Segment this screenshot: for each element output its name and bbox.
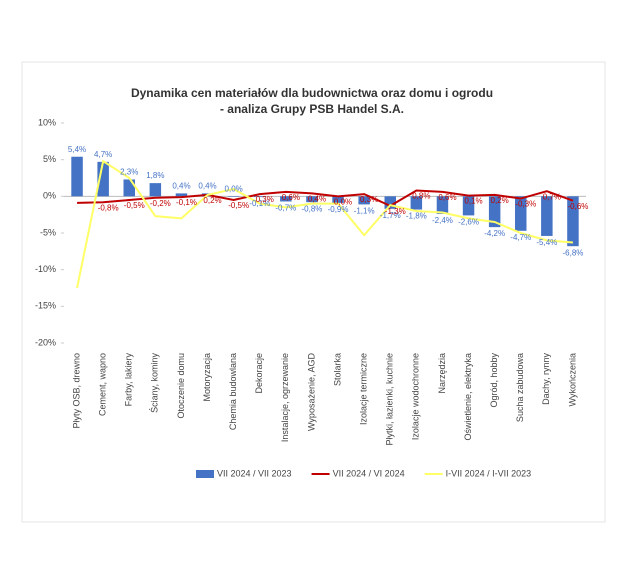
legend-label: VII 2024 / VI 2024 [333, 468, 405, 478]
data-label: -0,2% [150, 199, 171, 208]
y-tick-label: 0% [43, 191, 56, 201]
data-label: -1,1% [354, 207, 375, 216]
bar [71, 156, 83, 197]
data-label: -0,5% [228, 201, 249, 210]
y-tick-label: -20% [35, 337, 56, 347]
y-tick-label: 5% [43, 154, 56, 164]
bar [149, 183, 162, 197]
bar [410, 196, 423, 210]
data-label: 5,4% [68, 145, 86, 154]
data-label: -5,4% [536, 238, 557, 247]
data-label: -1,3% [385, 207, 406, 216]
data-label: -0,3% [515, 200, 536, 209]
y-tick-label: -10% [35, 264, 56, 274]
chart-subtitle: - analiza Grupy PSB Handel S.A. [220, 102, 404, 116]
bar [515, 196, 527, 231]
bar [567, 196, 579, 247]
data-label: 0,7% [543, 192, 561, 201]
bar [306, 196, 318, 203]
x-tick-label: Sucha zabudowa [515, 353, 525, 422]
x-tick-label: Izolacje wodochronne [411, 353, 421, 440]
data-label: -0,7% [275, 204, 296, 213]
data-label: 0,3% [360, 195, 378, 204]
data-label: -0,1% [176, 198, 197, 207]
data-label: 0,2% [203, 196, 221, 205]
bar [280, 196, 292, 202]
x-tick-label: Stolarka [332, 353, 342, 386]
bar [488, 196, 501, 228]
data-label: -2,6% [458, 218, 479, 227]
bar [462, 196, 475, 216]
data-label: 0,4% [172, 182, 190, 191]
data-label: 0,0% [334, 197, 352, 206]
data-label: 0,6% [282, 193, 300, 202]
bar [384, 196, 396, 209]
x-tick-label: Oświetlenie, elektryka [463, 353, 473, 441]
data-label: 4,7% [94, 150, 112, 159]
y-tick-label: 10% [38, 117, 56, 127]
line [77, 189, 574, 207]
data-label: -0,6% [567, 202, 588, 211]
data-label: -0,1% [249, 199, 270, 208]
data-label: -0,9% [328, 205, 349, 214]
x-tick-label: Wyposażenie, AGD [306, 353, 316, 431]
bar [332, 196, 344, 203]
data-label: 0,8% [412, 192, 430, 201]
legend-swatch [196, 470, 214, 478]
data-label: 0,3% [256, 195, 274, 204]
data-label: 1,8% [146, 171, 164, 180]
data-label: 2,3% [120, 168, 138, 177]
data-label: -0,5% [124, 201, 145, 210]
data-label: -1,7% [380, 211, 401, 220]
data-label: -1,8% [406, 212, 427, 221]
data-label: -6,8% [562, 248, 583, 257]
y-tick-label: -5% [40, 227, 56, 237]
chart-title: Dynamika cen materiałów dla budownictwa … [131, 86, 493, 100]
x-tick-label: Płytki, łazienki, kuchnie [385, 353, 395, 446]
data-label: -4,7% [510, 233, 531, 242]
bar [358, 196, 370, 205]
bar [436, 196, 449, 214]
legend-label: I-VII 2024 / I-VII 2023 [446, 468, 532, 478]
bar [97, 161, 109, 197]
x-tick-label: Płyty OSB, drewno [71, 353, 81, 429]
x-tick-label: Otoczenie domu [176, 353, 186, 419]
x-tick-label: Chemia budowlana [228, 353, 238, 430]
y-tick-label: -15% [35, 301, 56, 311]
x-tick-label: Dekoracje [254, 353, 264, 394]
data-label: 0,4% [308, 195, 326, 204]
x-tick-label: Ogród, hobby [489, 353, 499, 408]
data-label: 0,1% [464, 197, 482, 206]
bar [123, 179, 135, 197]
data-label: -2,4% [432, 216, 453, 225]
data-label: 0,4% [198, 182, 216, 191]
data-label: -0,8% [301, 204, 322, 213]
data-label: 0,6% [438, 193, 456, 202]
x-tick-label: Cement, wapno [98, 353, 108, 416]
data-label: 0,0% [225, 184, 243, 193]
data-label: -4,2% [484, 229, 505, 238]
x-tick-label: Wykończenia [567, 353, 577, 406]
bar [227, 196, 240, 197]
bar [254, 196, 266, 198]
x-tick-label: Narzędzia [437, 353, 447, 394]
x-tick-label: Ściany, kominy [149, 353, 160, 413]
data-label: -0,8% [98, 203, 119, 212]
line [76, 159, 574, 289]
x-tick-label: Farby, lakiery [124, 353, 134, 407]
x-tick-label: Izolacje termiczne [359, 353, 369, 425]
x-tick-label: Instalacje, ogrzewanie [280, 353, 290, 442]
data-label: 0,2% [491, 196, 509, 205]
bar [541, 196, 553, 236]
legend-label: VII 2024 / VII 2023 [217, 468, 292, 478]
chart-frame [21, 61, 606, 523]
x-tick-label: Dachy, rynny [541, 353, 551, 405]
bar [175, 193, 188, 197]
x-tick-label: Motoryzacja [202, 353, 212, 402]
